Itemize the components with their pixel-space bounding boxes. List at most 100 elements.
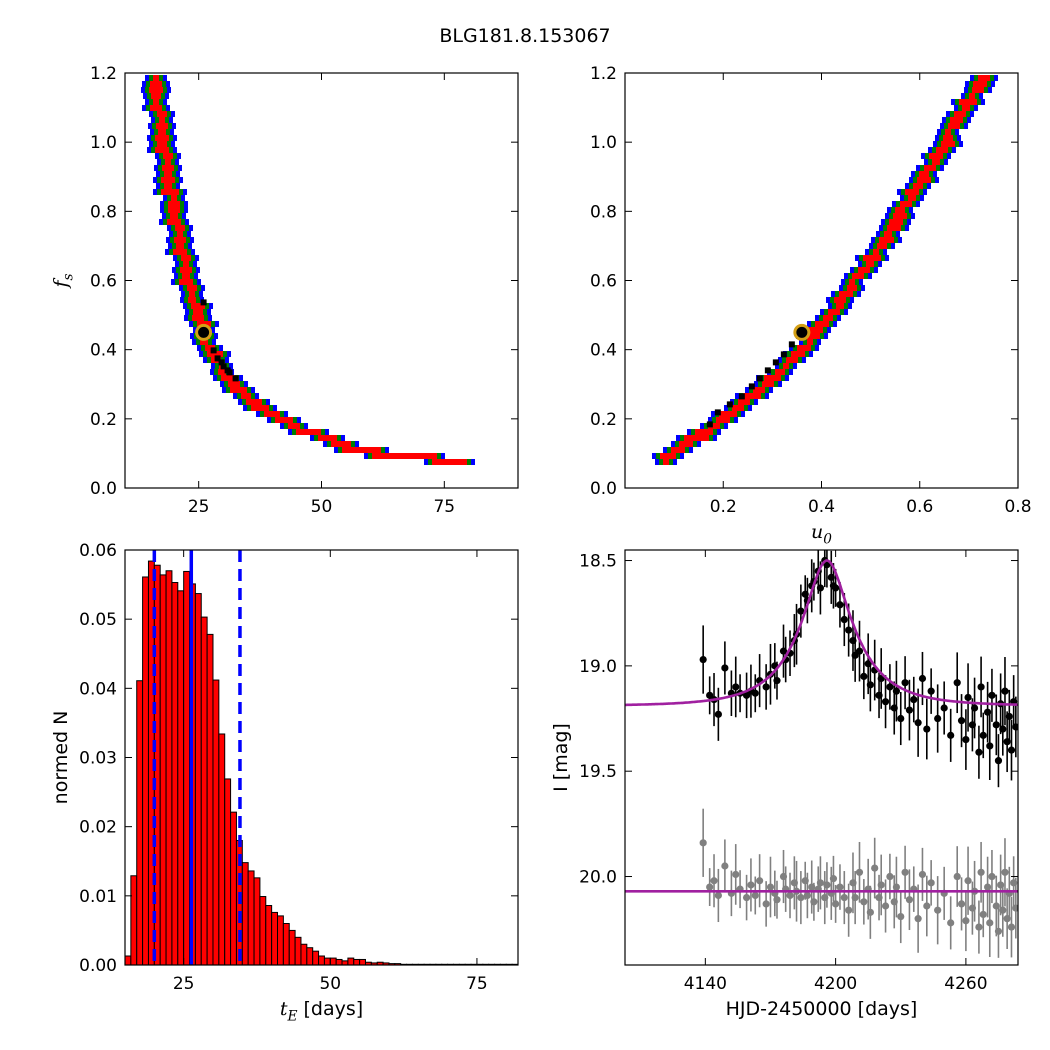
light_curve-point-data	[923, 725, 931, 733]
fs_vs_u0-cell-sigma1	[969, 93, 975, 99]
light_curve-ytick-label: 19.0	[579, 657, 617, 677]
light_curve-point-data	[914, 719, 922, 727]
fs_vs_tE-cell-sigma1	[162, 165, 174, 171]
light_curve-point-data	[860, 672, 868, 680]
light_curve-point-data	[866, 681, 874, 689]
fs_vs_tE-ytick-label: 0.2	[90, 410, 117, 430]
fs_vs_tE-cell-sigma1	[167, 219, 181, 225]
fs_vs_u0-cell-sigma1	[839, 291, 853, 297]
light_curve-point-data	[962, 735, 970, 744]
light_curve-point-data	[953, 679, 961, 687]
light_curve-point-residuals	[1012, 904, 1018, 912]
light_curve-point-data	[957, 717, 966, 725]
light_curve-point-data	[840, 615, 848, 624]
fs_vs_tE-cell-sigma1	[188, 297, 196, 303]
fs_vs_u0-best-cell	[726, 401, 733, 408]
light_curve-point-data	[947, 731, 955, 739]
tE_histogram-ytick-label: 0.00	[79, 956, 117, 976]
fs_vs_tE-cell-sigma1	[342, 447, 354, 453]
fs_vs_tE-cell-sigma1	[251, 405, 265, 411]
light_curve-point-data	[975, 748, 983, 756]
fs_vs_tE-cell-sigma1	[171, 195, 177, 201]
light_curve-xtick-label: 4140	[684, 974, 727, 994]
fs_vs_u0-cell-sigma1	[884, 231, 892, 237]
fs_vs_u0-cell-sigma1	[959, 99, 973, 105]
tE_histogram-xtick-label: 75	[466, 974, 488, 994]
light_curve-point-residuals	[747, 881, 755, 889]
fs_vs_u0-cell-sigma1	[673, 447, 683, 453]
fs_vs_tE-cell-sigma1	[299, 429, 313, 435]
fs_vs_u0-cell-sigma1	[895, 207, 905, 213]
fs_vs_u0-cell-sigma1	[877, 243, 887, 249]
light_curve-point-data	[1007, 746, 1016, 754]
fs_vs_u0-cell-sigma1	[858, 267, 870, 273]
fs_vs_tE-best-fit-marker	[195, 323, 213, 341]
light_curve-point-data	[797, 607, 805, 615]
fs_vs_u0-cell-sigma1	[914, 183, 922, 189]
fs_vs_u0-cell-sigma1	[948, 123, 960, 129]
fs_vs_tE-cell-sigma1	[307, 429, 317, 435]
tE_histogram-bar	[165, 570, 173, 966]
light_curve-point-residuals	[881, 902, 890, 910]
tE_histogram-bar	[347, 957, 355, 966]
light_curve-point-residuals	[988, 872, 996, 881]
tE_histogram-bar	[265, 905, 273, 966]
light_curve-point-residuals	[914, 915, 922, 923]
light_curve-point-residuals	[905, 896, 914, 904]
fs_vs_tE-cell-sigma1	[331, 441, 341, 447]
fs_vs_tE-cell-sigma1	[161, 189, 175, 195]
fs_vs_u0-cell-sigma1	[695, 429, 709, 435]
light_curve-point-data	[979, 731, 987, 739]
light_curve-point-residuals	[699, 839, 707, 847]
tE_histogram-bar	[177, 590, 185, 966]
fs_vs_tE-cell-sigma1	[151, 93, 161, 99]
fs_vs_u0-ytick-label: 0.0	[590, 479, 617, 499]
light_curve-point-residuals	[977, 868, 985, 876]
light_curve-point-residuals	[866, 908, 874, 916]
light_curve-point-residuals	[714, 891, 722, 900]
fs_vs_tE-xtick-label: 50	[311, 497, 333, 517]
fs_vs_u0-cell-sigma1	[668, 453, 676, 459]
fs_vs_tE-cell-sigma1	[158, 129, 166, 135]
fs_vs_tE-best-cell	[232, 375, 239, 382]
light_curve-point-residuals	[918, 870, 927, 879]
fs_vs_tE-cell-sigma1	[168, 201, 180, 207]
fs_vs_u0-cell-sigma1	[727, 411, 737, 417]
fs_vs_u0-cell-sigma1	[919, 171, 929, 177]
fs_vs_tE-cell-sigma1	[223, 375, 233, 381]
light_curve-point-residuals	[786, 891, 794, 900]
tE_histogram-bar	[271, 911, 279, 966]
fs_vs_u0-cell-sigma1	[722, 417, 730, 423]
fs_vs_u0-cell-sigma1	[932, 159, 940, 165]
fs_vs_u0-cell-sigma1	[873, 249, 879, 255]
fs_vs_u0-ytick-label: 0.4	[590, 341, 617, 361]
light_curve-point-data	[881, 698, 890, 706]
fs_vs_u0-cell-sigma1	[866, 261, 874, 267]
fs_vs_u0-cell-sigma1	[849, 279, 855, 285]
fs_vs_tE-best-cell	[224, 367, 231, 374]
fs_vs_u0-cell-sigma1	[684, 435, 696, 441]
fs_vs_u0-cell-sigma1	[743, 393, 757, 399]
light_curve-point-residuals	[829, 875, 838, 883]
fs_vs_u0-cell-sigma1	[950, 117, 958, 123]
tE_histogram-bar	[241, 862, 249, 966]
fs_vs_u0-cell-sigma1	[740, 399, 748, 405]
fs_vs_tE-cell-sigma1	[315, 429, 321, 435]
fs_vs_u0-cell-sigma1	[962, 105, 970, 111]
tE_histogram-bar	[218, 733, 226, 966]
fs_vs_u0-cell-sigma1	[751, 393, 761, 399]
tE_histogram-ytick-label: 0.04	[79, 679, 117, 699]
fs_vs_u0-ytick-label: 0.6	[590, 272, 617, 292]
tE_histogram-bar	[142, 576, 149, 966]
fs_vs_tE-cell-sigma1	[155, 135, 169, 141]
fs_vs_tE-cell-sigma1	[288, 423, 300, 429]
light_curve-point-residuals	[953, 872, 961, 881]
fs_vs_tE-best-cell	[220, 363, 227, 370]
fs_vs_u0-cell-sigma1	[719, 411, 733, 417]
fs_vs_u0-cell-sigma1	[834, 297, 846, 303]
fs_vs_u0-xtick-label: 0.8	[1004, 497, 1031, 517]
light_curve-point-residuals	[962, 917, 970, 925]
fs_vs_tE-cell-sigma1	[372, 453, 384, 459]
fs_vs_u0-cell-sigma1	[882, 237, 894, 243]
fs_vs_u0-cell-sigma1	[943, 135, 953, 141]
